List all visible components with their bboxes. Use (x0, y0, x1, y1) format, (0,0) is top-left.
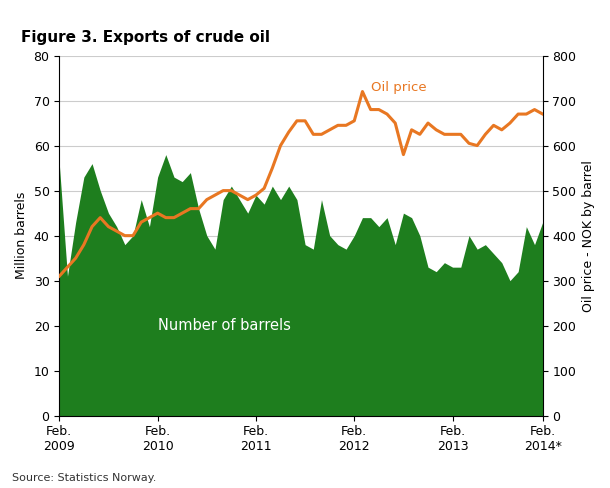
Text: Source: Statistics Norway.: Source: Statistics Norway. (12, 473, 157, 483)
Text: Figure 3. Exports of crude oil: Figure 3. Exports of crude oil (21, 30, 270, 44)
Y-axis label: Oil price - NOK by barrel: Oil price - NOK by barrel (582, 160, 595, 311)
Y-axis label: Million barrels: Million barrels (15, 192, 28, 279)
Text: Number of barrels: Number of barrels (157, 318, 290, 333)
Text: Oil price: Oil price (371, 81, 426, 94)
